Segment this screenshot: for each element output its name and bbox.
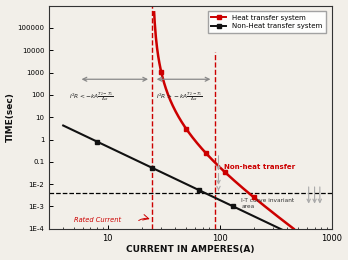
Text: $I^2R > -kA\frac{T_2-T_1}{\Delta x}$: $I^2R > -kA\frac{T_2-T_1}{\Delta x}$ — [156, 91, 203, 103]
Text: Rated Current: Rated Current — [74, 217, 121, 223]
X-axis label: CURRENT IN AMPERES(A): CURRENT IN AMPERES(A) — [126, 245, 255, 255]
Text: $I^2R < -kA\frac{T_2-T_1}{\Delta x}$: $I^2R < -kA\frac{T_2-T_1}{\Delta x}$ — [69, 91, 113, 103]
Text: Non-heat transfer: Non-heat transfer — [224, 164, 295, 170]
Y-axis label: TIME(sec): TIME(sec) — [6, 92, 15, 142]
Text: I-T curve invariant
area: I-T curve invariant area — [241, 198, 294, 209]
Legend: Heat transfer system, Non-Heat transfer system: Heat transfer system, Non-Heat transfer … — [208, 11, 326, 33]
